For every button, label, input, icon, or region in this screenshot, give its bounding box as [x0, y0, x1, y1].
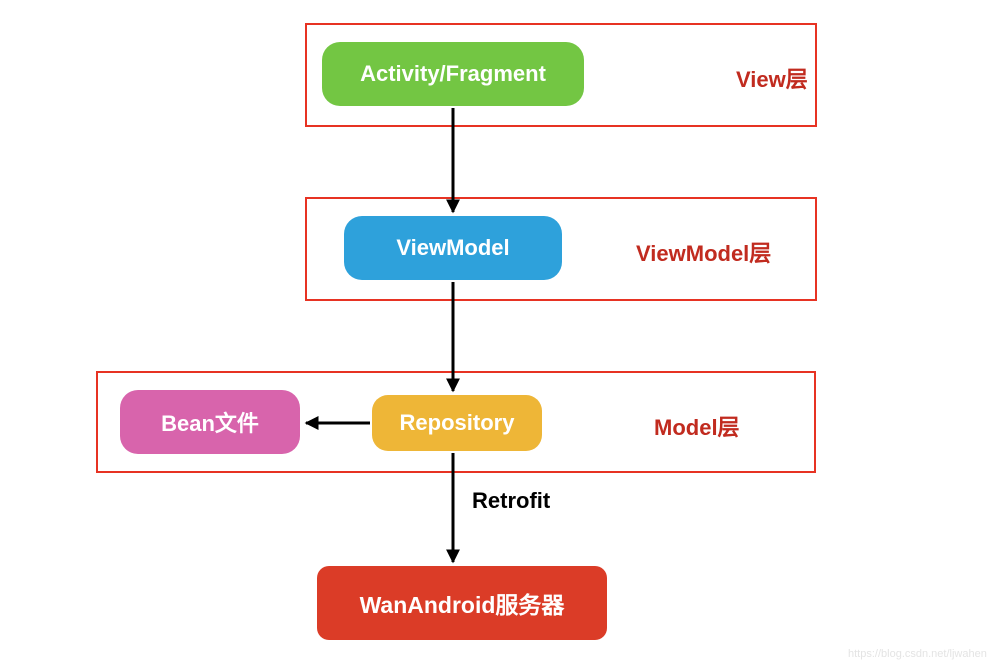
layer-label-model: Model层 — [654, 410, 740, 442]
node-activity: Activity/Fragment — [322, 42, 584, 106]
node-viewmodel: ViewModel — [344, 216, 562, 280]
node-server: WanAndroid服务器 — [317, 566, 607, 640]
edge-label-retrofit: Retrofit — [472, 488, 550, 514]
layer-label-view: View层 — [736, 62, 808, 94]
layer-label-viewmodel: ViewModel层 — [636, 236, 771, 268]
watermark: https://blog.csdn.net/ljwahen — [848, 648, 987, 660]
node-repository: Repository — [372, 395, 542, 451]
node-bean: Bean文件 — [120, 390, 300, 454]
